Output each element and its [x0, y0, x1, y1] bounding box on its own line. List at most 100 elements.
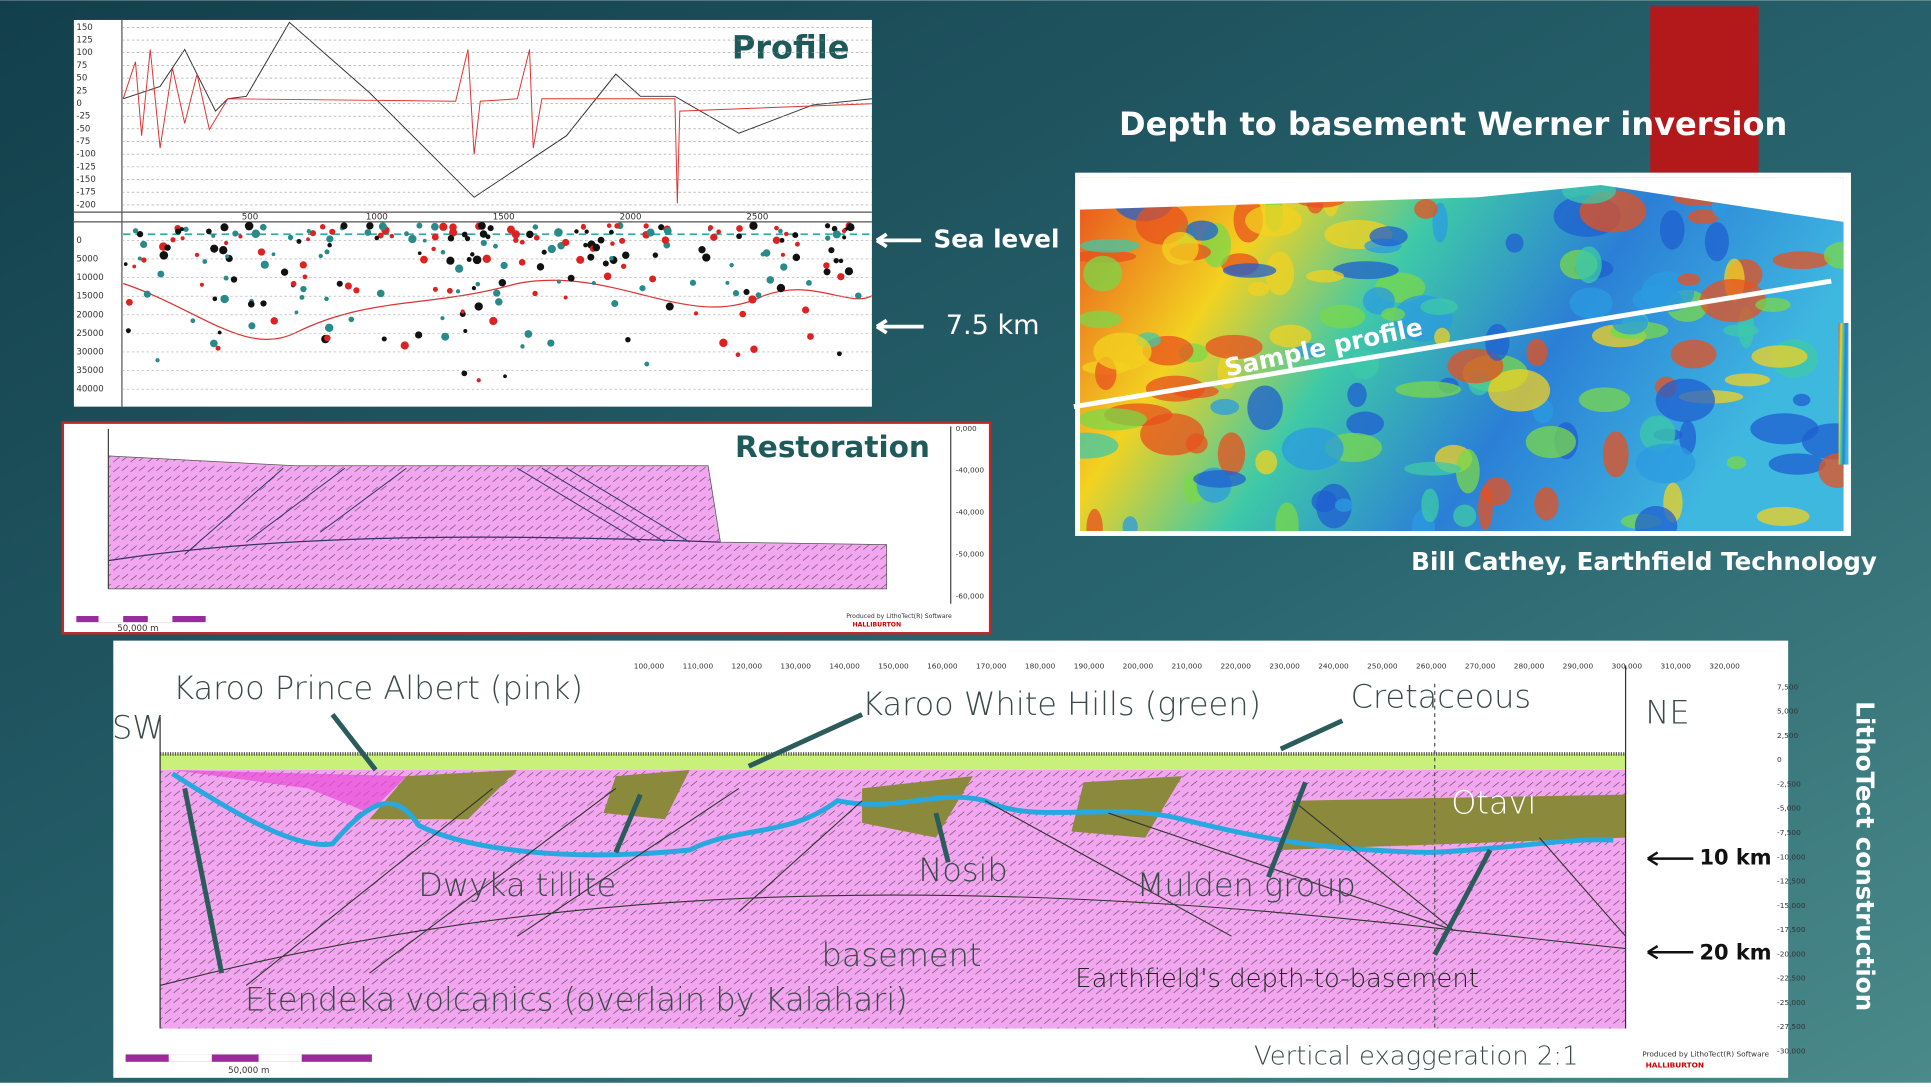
axis-label: 2000: [620, 212, 642, 222]
seismic-point: [218, 331, 222, 335]
seismic-point: [647, 229, 655, 237]
axis-label: 120,000: [732, 661, 763, 670]
axis-label: 320,000: [1709, 661, 1740, 670]
seismic-point: [824, 268, 831, 275]
seismic-point: [778, 229, 783, 234]
seismic-point: [847, 223, 855, 231]
map-blob: [1793, 394, 1811, 406]
seismic-point: [455, 265, 463, 273]
seismic-point: [296, 239, 301, 244]
seismic-point: [238, 235, 242, 239]
seismic-point: [562, 239, 569, 246]
axis-label: 170,000: [976, 661, 1007, 670]
seismic-point: [365, 229, 372, 236]
axis-label: -17,500: [1777, 925, 1806, 934]
seismic-point: [644, 223, 649, 228]
map-blob: [1369, 226, 1407, 246]
seismic-point: [439, 223, 447, 231]
map-blob: [1485, 324, 1509, 361]
seismic-point: [170, 237, 175, 242]
axis-label: -10,000: [1777, 852, 1806, 861]
axis-label: -25: [76, 112, 90, 122]
seismic-point: [463, 329, 467, 333]
seismic-point: [181, 236, 185, 240]
axis-label: 160,000: [927, 661, 958, 670]
seismic-point: [748, 295, 756, 303]
seismic-point: [845, 267, 853, 275]
seismic-point: [834, 258, 839, 263]
seismic-point: [418, 251, 422, 255]
seismic-point: [777, 284, 785, 292]
seismic-point: [750, 346, 757, 353]
seismic-point: [320, 224, 325, 229]
seismic-point: [303, 274, 308, 279]
map-blob: [1727, 456, 1747, 469]
axis-label: -50,000: [956, 549, 985, 558]
seismic-point: [725, 281, 729, 285]
axis-label: 2,500: [1777, 731, 1798, 740]
axis-label: 10000: [76, 273, 103, 283]
axis-label: -25,000: [1777, 998, 1806, 1007]
seismic-point: [610, 241, 615, 246]
seismic-point: [780, 263, 787, 270]
sw-label: SW: [112, 708, 164, 746]
axis-label: -40,000: [956, 508, 985, 517]
seismic-point: [144, 291, 151, 298]
seismic-point: [353, 287, 359, 293]
seismic-point: [519, 259, 526, 266]
scale-label: 50,000 m: [228, 1066, 269, 1076]
seismic-point: [126, 299, 133, 306]
exaggeration: Vertical exaggeration 2:1: [1254, 1041, 1578, 1071]
axis-label: 100,000: [634, 661, 665, 670]
axis-label: 25000: [76, 329, 103, 339]
map-blob: [1478, 486, 1493, 530]
axis-label: 240,000: [1318, 661, 1349, 670]
map-blob: [1526, 426, 1576, 458]
axis-label: 30000: [76, 347, 103, 357]
map-blob: [1570, 287, 1613, 319]
seismic-point: [548, 245, 556, 253]
company: HALLIBURTON: [1646, 1061, 1704, 1070]
seismic-point: [781, 253, 785, 257]
cross-section: 100,000110,000120,000130,000140,000150,0…: [112, 641, 1806, 1078]
seismic-point: [461, 309, 465, 313]
seismic-point: [716, 229, 721, 234]
seismic-point: [213, 297, 218, 302]
seismic-point: [828, 247, 834, 253]
seismic-point: [382, 336, 387, 341]
seismic-point: [598, 237, 605, 244]
axis-label: 190,000: [1074, 661, 1105, 670]
seismic-point: [784, 232, 788, 236]
seismic-point: [653, 252, 658, 257]
axis-label: -20,000: [1777, 949, 1806, 958]
unit-label: basement: [821, 936, 981, 974]
seismic-point: [248, 322, 255, 329]
seismic-point: [210, 245, 218, 253]
seismic-point: [806, 280, 812, 286]
seismic-point: [736, 352, 741, 357]
accent-bar: [1650, 6, 1758, 172]
seismic-point: [180, 227, 184, 231]
axis-label: 230,000: [1269, 661, 1300, 670]
map-blob: [1414, 199, 1438, 219]
map-blob: [1751, 345, 1807, 367]
seismic-point: [533, 224, 538, 229]
map-blob: [1395, 381, 1461, 398]
axis-label: 2500: [746, 212, 768, 222]
seismic-point: [488, 225, 494, 231]
axis-label: 100: [76, 48, 92, 58]
seismic-point: [408, 235, 416, 243]
seismic-point: [210, 340, 218, 348]
seismic-point: [708, 225, 713, 230]
seismic-point: [404, 231, 409, 236]
axis-label: 130,000: [780, 661, 811, 670]
axis-label: -200: [76, 200, 96, 210]
map-blob: [1534, 487, 1558, 520]
seismic-point: [431, 223, 439, 231]
seismic-point: [773, 237, 780, 244]
axis-label: 110,000: [683, 661, 714, 670]
axis-label: -150: [76, 175, 96, 185]
map-blob: [1223, 263, 1276, 277]
seismic-point: [500, 262, 507, 269]
axis-label: -30,000: [1777, 1046, 1806, 1055]
